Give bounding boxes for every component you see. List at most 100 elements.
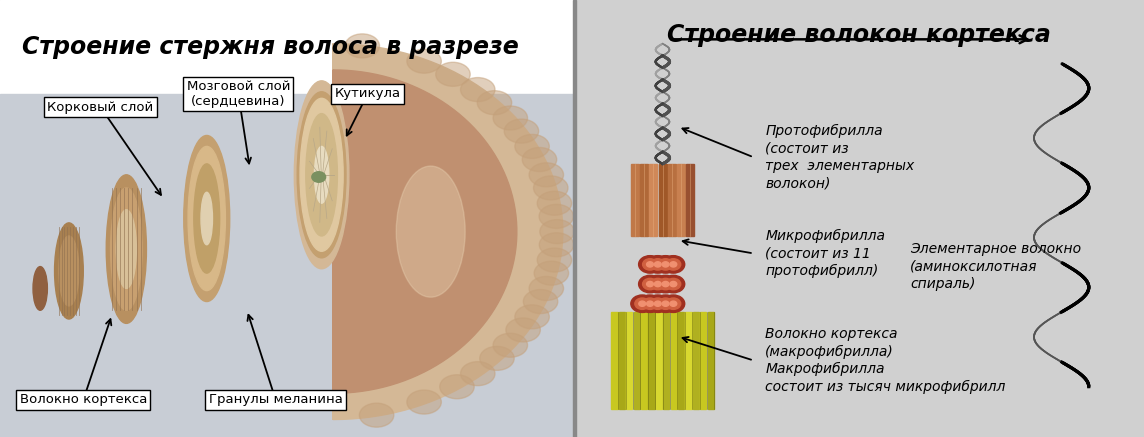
Bar (664, 312, 669, 409)
Ellipse shape (493, 333, 527, 357)
Circle shape (662, 262, 669, 267)
Circle shape (654, 301, 661, 306)
Circle shape (654, 275, 677, 293)
Circle shape (646, 295, 669, 312)
Circle shape (670, 281, 677, 287)
Ellipse shape (188, 146, 225, 291)
Ellipse shape (345, 34, 380, 58)
Ellipse shape (540, 219, 574, 244)
Ellipse shape (534, 261, 569, 285)
Bar (678, 312, 684, 409)
Circle shape (662, 295, 685, 312)
Circle shape (654, 256, 677, 273)
Circle shape (654, 295, 677, 312)
Text: Волокно кортекса: Волокно кортекса (19, 393, 146, 406)
Circle shape (651, 259, 665, 270)
Ellipse shape (436, 62, 470, 86)
Ellipse shape (493, 106, 527, 130)
Circle shape (638, 295, 661, 312)
Circle shape (646, 281, 653, 287)
Ellipse shape (359, 403, 394, 427)
Circle shape (666, 259, 681, 270)
Circle shape (670, 262, 677, 267)
Bar (619, 312, 625, 409)
Circle shape (643, 278, 658, 290)
Circle shape (646, 262, 653, 267)
Polygon shape (333, 44, 563, 420)
Text: Строение волокон кортекса: Строение волокон кортекса (667, 23, 1051, 47)
Circle shape (662, 301, 669, 306)
Bar (641, 164, 649, 236)
Ellipse shape (506, 318, 540, 342)
Polygon shape (333, 70, 517, 393)
Bar (677, 164, 685, 236)
Ellipse shape (538, 248, 572, 272)
Ellipse shape (477, 90, 511, 114)
Bar (693, 312, 699, 409)
Bar (634, 312, 639, 409)
Ellipse shape (461, 77, 495, 101)
Circle shape (654, 262, 661, 267)
Circle shape (646, 301, 653, 306)
Circle shape (635, 298, 650, 309)
Bar (641, 312, 648, 409)
Circle shape (666, 298, 681, 309)
Ellipse shape (407, 390, 442, 414)
Circle shape (658, 278, 673, 290)
Ellipse shape (538, 191, 572, 215)
Ellipse shape (297, 92, 345, 258)
Circle shape (662, 281, 669, 287)
Ellipse shape (55, 223, 84, 319)
Bar (649, 312, 654, 409)
Ellipse shape (294, 81, 349, 269)
Circle shape (630, 295, 653, 312)
Bar (611, 312, 618, 409)
Ellipse shape (479, 346, 514, 371)
Text: Волокно кортекса
(макрофибрилла)
Макрофибрилла
состоит из тысяч микрофибрилл: Волокно кортекса (макрофибрилла) Макрофи… (765, 327, 1006, 394)
Text: Элементарное волокно
(аминоксилотная
спираль): Элементарное волокно (аминоксилотная спи… (911, 242, 1081, 291)
Ellipse shape (193, 164, 220, 273)
Ellipse shape (305, 114, 337, 236)
Circle shape (312, 172, 326, 182)
Ellipse shape (539, 204, 573, 228)
Text: Гранулы меланина: Гранулы меланина (208, 393, 342, 406)
Ellipse shape (201, 192, 213, 245)
Ellipse shape (439, 375, 475, 399)
Ellipse shape (505, 119, 539, 143)
Ellipse shape (529, 163, 564, 187)
Ellipse shape (106, 175, 146, 323)
Ellipse shape (111, 188, 142, 310)
Ellipse shape (515, 305, 549, 329)
Text: Микрофибрилла
(состоит из 11
протофибрилл): Микрофибрилла (состоит из 11 протофибрил… (765, 229, 885, 278)
Text: Протофибрилла
(состоит из
трех  элементарных
волокон): Протофибрилла (состоит из трех элементар… (765, 124, 914, 191)
Text: Мозговой слой
(сердцевина): Мозговой слой (сердцевина) (186, 80, 291, 108)
Bar (700, 312, 707, 409)
Circle shape (670, 301, 677, 306)
Circle shape (646, 256, 669, 273)
Ellipse shape (117, 210, 136, 288)
Ellipse shape (533, 176, 567, 200)
Ellipse shape (315, 146, 328, 203)
Bar (631, 164, 639, 236)
Bar (708, 312, 714, 409)
Ellipse shape (523, 289, 558, 314)
Circle shape (651, 278, 665, 290)
Circle shape (638, 256, 661, 273)
Circle shape (658, 259, 673, 270)
Circle shape (662, 275, 685, 293)
Ellipse shape (407, 49, 442, 73)
Ellipse shape (523, 148, 557, 171)
Ellipse shape (300, 98, 343, 251)
Bar (650, 164, 658, 236)
Circle shape (638, 301, 645, 306)
Ellipse shape (515, 135, 549, 158)
Ellipse shape (33, 267, 47, 310)
Text: Корковый слой: Корковый слой (47, 101, 153, 114)
Bar (0, 0, 574, 94)
Bar (656, 312, 662, 409)
Ellipse shape (539, 232, 574, 257)
Circle shape (654, 281, 661, 287)
Bar (668, 164, 676, 236)
Bar (670, 312, 677, 409)
Bar (686, 164, 694, 236)
